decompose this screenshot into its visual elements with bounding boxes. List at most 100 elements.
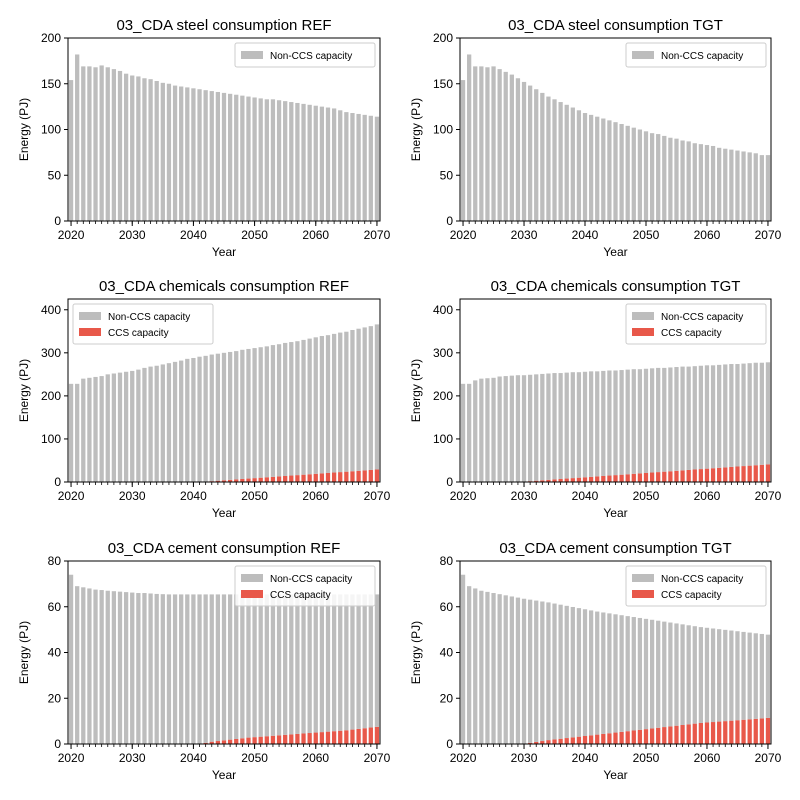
y-tick-label: 100 [41, 432, 61, 446]
legend-label: CCS capacity [108, 328, 169, 339]
bar-ccs [582, 735, 588, 744]
y-tick-label: 200 [41, 31, 61, 45]
legend-swatch [632, 328, 654, 336]
bar-ccs [338, 730, 343, 744]
y-tick-label: 0 [54, 737, 61, 751]
bar-ccs [215, 480, 221, 482]
x-tick-label: 2050 [241, 751, 268, 765]
x-tick-label: 2070 [364, 751, 391, 765]
bar-ccs [270, 476, 276, 482]
bar-ccs [613, 732, 618, 744]
bar-non-ccs [491, 66, 496, 222]
bar-non-ccs [717, 147, 722, 221]
bar-non-ccs [540, 373, 545, 481]
bar-non-ccs [350, 594, 355, 730]
bar-non-ccs [759, 362, 764, 465]
bar-non-ccs [172, 85, 178, 221]
bar-non-ccs [467, 383, 472, 482]
bar-non-ccs [374, 594, 380, 727]
bar-non-ccs [166, 594, 172, 744]
bar-ccs [668, 471, 673, 482]
bar-non-ccs [81, 587, 86, 744]
bar-ccs [759, 464, 764, 482]
bar-ccs [283, 734, 288, 744]
bar-ccs [723, 721, 728, 745]
bar-non-ccs [717, 629, 722, 722]
x-tick-label: 2030 [119, 751, 146, 765]
bar-non-ccs [185, 358, 190, 482]
bar-non-ccs [570, 107, 575, 221]
bar-non-ccs [765, 634, 771, 718]
bar-non-ccs [588, 371, 594, 477]
bar-non-ccs [319, 594, 325, 733]
bar-ccs [631, 730, 636, 744]
bar-non-ccs [172, 594, 178, 744]
y-tick-label: 100 [41, 123, 61, 137]
bar-non-ccs [313, 594, 318, 733]
bar-non-ccs [698, 144, 704, 221]
bar-non-ccs [197, 594, 202, 744]
x-tick-label: 2030 [511, 228, 538, 242]
bar-non-ccs [753, 362, 758, 466]
bar-ccs [307, 474, 312, 482]
bar-ccs [283, 475, 288, 482]
chart-panel: 0 100 200 300 400 2020 2030 2040 2050 2060 2070 03_… [17, 278, 391, 520]
y-tick-label: 100 [433, 432, 453, 446]
bar-non-ccs [631, 617, 636, 731]
bar-non-ccs [686, 625, 691, 725]
bar-non-ccs [460, 80, 466, 221]
bar-ccs [619, 731, 624, 744]
bar-non-ccs [136, 593, 141, 744]
bar-non-ccs [460, 383, 466, 482]
bar-non-ccs [276, 344, 282, 477]
bar-ccs [356, 728, 361, 744]
bar-non-ccs [215, 594, 221, 742]
bar-ccs [601, 475, 606, 482]
bar-ccs [319, 732, 325, 744]
legend-box [625, 565, 767, 607]
bar-non-ccs [607, 120, 612, 221]
bar-non-ccs [148, 593, 153, 744]
legend-label: CCS capacity [661, 590, 722, 601]
bar-non-ccs [221, 594, 227, 741]
bar-ccs [704, 468, 710, 482]
bar-non-ccs [649, 368, 655, 473]
bar-non-ccs [338, 594, 343, 731]
bar-ccs [546, 740, 551, 744]
x-tick-label: 2050 [241, 228, 268, 242]
chart-panel: 0 50 100 150 200 2020 2030 2040 2050 2060 2070 03_C… [409, 17, 782, 259]
bar-non-ccs [613, 614, 618, 733]
bar-non-ccs [75, 54, 80, 221]
bar-non-ccs [148, 79, 153, 221]
x-tick-label: 2040 [572, 751, 599, 765]
bar-ccs [631, 473, 636, 482]
y-axis-label: Energy (PJ) [409, 621, 423, 684]
bar-non-ccs [68, 80, 74, 221]
bar-non-ccs [662, 367, 667, 472]
bar-ccs [686, 469, 691, 482]
bar-non-ccs [368, 115, 373, 221]
bar-ccs [289, 475, 294, 482]
bar-non-ccs [68, 383, 74, 482]
bar-ccs [637, 729, 643, 744]
legend-swatch [241, 590, 263, 598]
x-axis-label: Year [603, 245, 627, 259]
x-tick-label: 2020 [58, 228, 85, 242]
bar-non-ccs [649, 133, 655, 221]
bar-non-ccs [570, 372, 575, 479]
bar-non-ccs [668, 367, 673, 472]
bar-non-ccs [692, 626, 697, 724]
bar-ccs [252, 478, 257, 482]
bar-non-ccs [362, 114, 367, 221]
bar-non-ccs [87, 377, 92, 482]
bar-non-ccs [130, 370, 135, 482]
bar-non-ccs [191, 88, 196, 221]
bar-non-ccs [117, 372, 123, 482]
bar-non-ccs [515, 78, 521, 221]
x-tick-label: 2070 [755, 228, 782, 242]
bar-non-ccs [338, 332, 343, 473]
bar-ccs [246, 737, 251, 744]
bar-non-ccs [619, 124, 624, 221]
bar-non-ccs [203, 594, 208, 743]
bar-non-ccs [582, 609, 588, 736]
